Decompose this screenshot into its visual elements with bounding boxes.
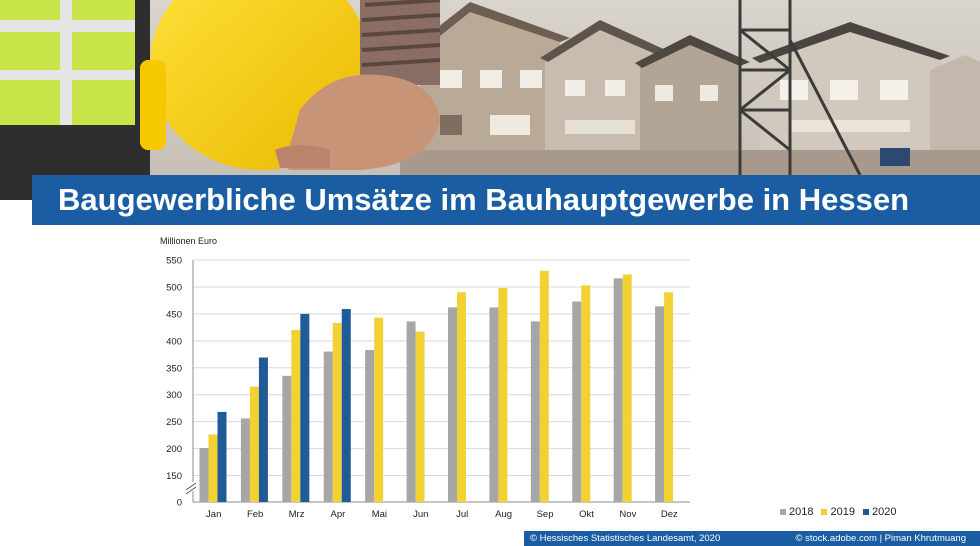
x-tick-label: Jan	[206, 509, 221, 520]
legend-label: 2019	[830, 506, 855, 518]
bar-2018-apr	[323, 351, 333, 502]
bar-2020-jan	[217, 411, 227, 502]
bar-2019-apr	[332, 323, 342, 502]
page-title: Baugewerbliche Umsätze im Bauhauptgewerb…	[58, 182, 910, 217]
bar-2018-feb	[240, 418, 250, 502]
bar-2020-apr	[341, 309, 351, 502]
header-photo	[0, 0, 980, 200]
bar-2018-aug	[489, 307, 499, 502]
legend-item-2020: 2020	[862, 506, 897, 518]
y-tick-label: 350	[166, 363, 182, 374]
y-axis-label: Millionen Euro	[160, 236, 217, 246]
axis-break-mark	[185, 486, 197, 495]
x-tick-label: Apr	[331, 509, 346, 520]
bar-2019-sep	[539, 270, 549, 502]
bar-2019-jul	[457, 292, 466, 502]
bar-2019-jan	[208, 434, 218, 502]
y-tick-label: 450	[166, 309, 182, 320]
bar-2020-feb	[258, 357, 268, 502]
bar-2019-aug	[498, 288, 508, 502]
x-tick-label: Mai	[372, 509, 387, 520]
legend-swatch	[862, 509, 869, 515]
x-tick-label: Mrz	[289, 509, 305, 520]
legend-label: 2018	[789, 506, 814, 518]
title-band	[32, 175, 980, 225]
bar-2018-dez	[655, 306, 665, 502]
bar-2020-mrz	[300, 313, 310, 502]
scaffold-tower	[738, 0, 862, 176]
bar-2019-okt	[581, 285, 591, 502]
y-tick-label: 150	[166, 471, 182, 482]
y-tick-label: 400	[166, 336, 182, 347]
bar-2019-feb	[249, 386, 259, 502]
bar-2018-mrz	[282, 375, 292, 502]
x-tick-label: Feb	[247, 509, 263, 520]
bar-2018-jun	[406, 321, 416, 502]
photo-credit: © stock.adobe.com | Piman Khrutmuang	[795, 533, 966, 544]
y-tick-label: 0	[177, 498, 182, 509]
y-tick-label: 550	[166, 256, 182, 267]
bar-2019-mrz	[291, 330, 301, 502]
bar-2019-nov	[622, 274, 632, 502]
legend-label: 2020	[871, 506, 897, 518]
legend-swatch	[780, 509, 786, 515]
legend-item-2019: 2019	[821, 506, 855, 518]
bar-2018-sep	[530, 321, 540, 502]
bar-2018-okt	[572, 301, 582, 502]
legend-item-2018: 2018	[780, 506, 813, 518]
bar-2019-jun	[415, 331, 425, 502]
houses-illustration	[400, 2, 980, 175]
axis-break-mark	[185, 482, 197, 491]
footer-band: © Hessisches Statistisches Landesamt, 20…	[524, 531, 980, 546]
x-tick-label: Sep	[537, 509, 554, 520]
bar-chart: Millionen Euro 550 500 450 400 350 300 250 200 15…	[160, 236, 690, 520]
y-tick-label: 300	[166, 390, 182, 401]
y-tick-label: 500	[166, 282, 182, 293]
x-tick-label: Jul	[456, 509, 468, 520]
bar-2018-nov	[613, 278, 623, 502]
x-tick-label: Dez	[661, 509, 678, 520]
source-note: © Hessisches Statistisches Landesamt, 20…	[530, 533, 721, 544]
bar-2019-dez	[664, 292, 674, 502]
x-tick-label: Okt	[579, 509, 594, 520]
legend-swatch	[821, 509, 828, 515]
x-tick-label: Jun	[413, 509, 428, 520]
bar-2018-jan	[199, 448, 209, 502]
chart-legend: 2018 2019 2020	[780, 506, 896, 518]
x-tick-label: Nov	[619, 509, 636, 520]
worker-illustration	[0, 0, 441, 200]
axis-break-mask	[185, 482, 201, 491]
bar-2018-mai	[365, 349, 375, 502]
y-tick-label: 200	[166, 444, 182, 455]
bar-2018-jul	[448, 307, 457, 502]
bar-2019-mai	[374, 317, 384, 502]
x-tick-label: Aug	[495, 509, 512, 520]
y-tick-label: 250	[166, 417, 182, 428]
